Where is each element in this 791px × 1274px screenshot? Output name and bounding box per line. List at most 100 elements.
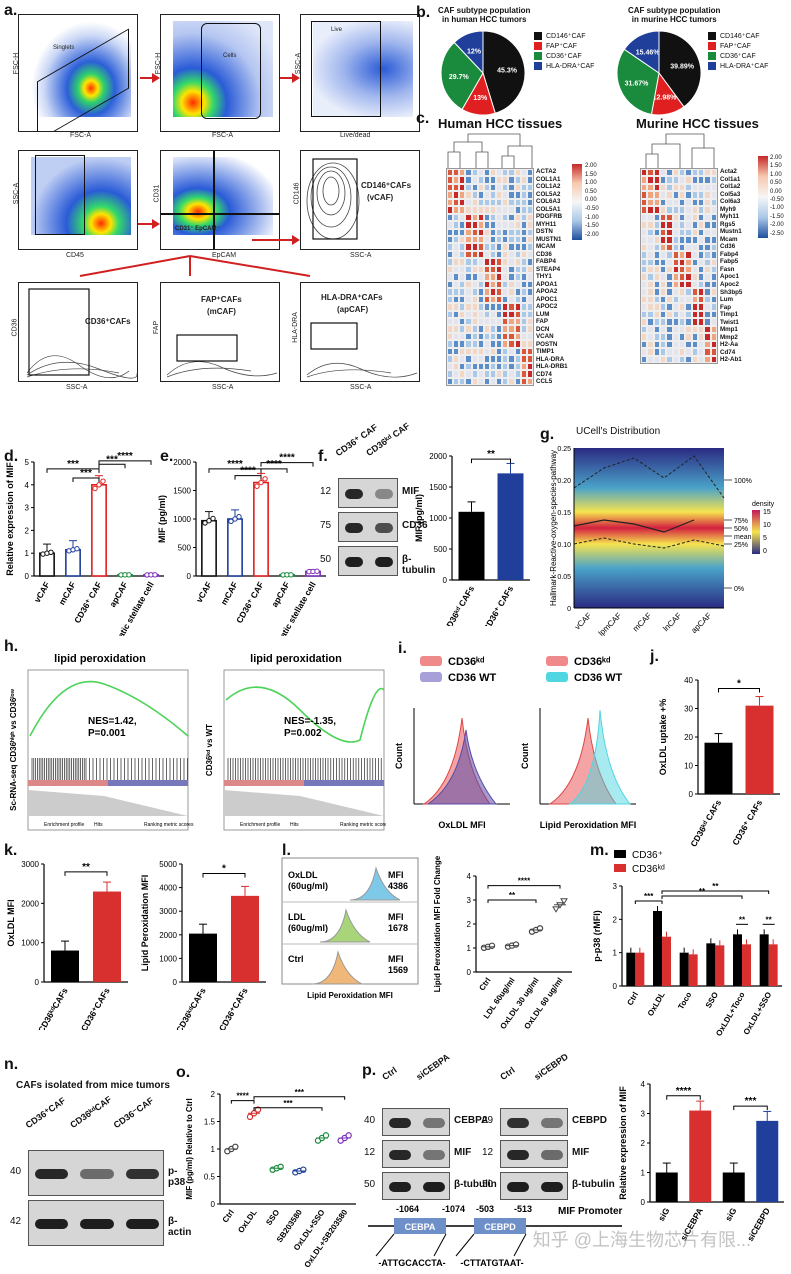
chart-i-histograms: CD36ᵏᵈ CD36 WT OxLDL MFI Count CD36ᵏᵈ CD36 WT…: [394, 656, 636, 830]
mw-label: 75: [320, 520, 332, 531]
heatmap-cell: [465, 176, 472, 184]
heatmap-cell: [526, 340, 533, 348]
heatmap-cell: [679, 221, 686, 229]
heatmap-cell: [496, 198, 503, 207]
heatmap-cell: [647, 213, 654, 222]
n-title: CAFs isolated from mice tumors: [16, 1080, 170, 1091]
significance-label: ****: [227, 459, 243, 470]
heatmap-cell: [679, 280, 686, 289]
scale-tick: 2.00: [770, 155, 782, 161]
y-tick-label: 3: [613, 882, 618, 891]
legend-swatch: [708, 62, 716, 71]
heatmap-cell: [691, 213, 698, 222]
heatmap-gene-label: Cd74: [720, 348, 736, 356]
heatmap-cell: [704, 295, 711, 304]
heatmap-cell: [641, 251, 648, 259]
heatmap-cell: [660, 206, 667, 214]
significance-label: *: [737, 679, 741, 690]
heatmap-cell: [704, 340, 711, 349]
blot-strip: [382, 1108, 450, 1136]
heatmap-cell: [660, 273, 667, 281]
heatmap-cell: [514, 250, 521, 259]
heatmap-cell: [641, 228, 648, 237]
heatmap-gene-label: DCN: [536, 325, 550, 333]
heatmap-cell: [704, 198, 711, 207]
heatmap-cell: [520, 377, 527, 385]
heatmap-cell: [526, 228, 533, 237]
heatmap-cell: [477, 332, 484, 341]
heatmap-cell: [672, 288, 679, 296]
heatmap-cell: [489, 362, 497, 371]
heatmap-cell: [465, 317, 472, 326]
heatmap-cell: [526, 198, 533, 207]
quantile-label: 0%: [734, 586, 744, 593]
panel-label-e: e.: [160, 448, 174, 465]
bar: [189, 933, 217, 982]
heatmap-cell: [496, 317, 503, 326]
heatmap-cell: [453, 355, 460, 363]
heatmap-cell: [483, 332, 490, 341]
heatmap-cell: [691, 191, 698, 199]
heatmap-cell: [508, 317, 515, 326]
band-label: MIF: [572, 1147, 590, 1158]
data-point: [210, 515, 216, 522]
promoter-position: -1064: [396, 1204, 419, 1214]
data-point: [48, 549, 54, 555]
x-tick-label: CD36⁺ CAFs: [730, 798, 764, 847]
heatmap-gene-label: HLA-DRA: [536, 355, 565, 363]
legend-item: HLA-DRA⁺CAF: [534, 62, 594, 72]
x-tick-label: OxLDL: [236, 1208, 258, 1235]
y-tick-label: 1000: [429, 514, 447, 523]
significance-label: **: [82, 862, 90, 873]
heatmap-cell: [526, 303, 533, 311]
heatmap-cell: [514, 206, 521, 214]
heatmap-cell: [679, 303, 686, 311]
heatmap-cell: [459, 340, 466, 348]
x-tick-label: CD36⁺CAFs: [217, 986, 250, 1030]
heatmap-cell: [508, 303, 515, 311]
heatmap-cell: [698, 169, 705, 177]
heatmap-cell: [710, 280, 717, 289]
heatmap-cell: [459, 206, 466, 214]
heatmap-cell: [471, 236, 478, 244]
heatmap-gene-label: DSTN: [536, 228, 553, 236]
gsea-legend: Hits: [94, 822, 103, 828]
heatmap-cell: [660, 198, 667, 207]
heatmap-cell: [526, 347, 533, 356]
row-label: OxLDL: [288, 870, 318, 880]
heatmap-cell: [698, 318, 705, 326]
scale-tick: -1.00: [770, 205, 784, 212]
heatmap-cell: [508, 236, 515, 244]
heatmap-gene-label: LUM: [536, 310, 550, 318]
nes-label: NES=1.42,: [88, 716, 137, 727]
heatmap-cell: [459, 250, 466, 259]
bar: [756, 1120, 779, 1202]
heatmap-cell: [447, 169, 454, 177]
gate-label-fap: FAP⁺CAFs: [201, 295, 242, 304]
legend-label: HLA-DRA⁺CAF: [546, 63, 595, 70]
heatmap-murine-scale: [758, 156, 768, 238]
heatmap-gene-label: Fasn: [720, 265, 735, 273]
heatmap-cell: [653, 198, 660, 207]
band-label: β-tubulin: [402, 554, 436, 576]
heatmap-cell: [520, 303, 527, 311]
heatmap-cell: [508, 288, 515, 296]
heatmap-cell: [520, 310, 527, 318]
heatmap-cell: [465, 280, 472, 289]
heatmap-cell: [453, 332, 460, 341]
heatmap-cell: [691, 325, 698, 334]
quantile-label: 50%: [734, 526, 748, 533]
heatmap-cell: [653, 318, 660, 326]
blot-p: Ctrl siCEBPA CEBPA 40 MIF 12 β-tubulin 50 Ctrl si…: [364, 1051, 624, 1212]
heatmap-cell: [679, 333, 686, 341]
y-tick-label: 500: [434, 545, 448, 554]
y-tick-label: 20: [684, 733, 693, 742]
heatmap-cell: [496, 325, 503, 333]
heatmap-cell: [447, 265, 454, 274]
legend-tick: 5: [763, 535, 767, 542]
heatmap-cell: [647, 176, 654, 184]
heatmap-cell: [647, 273, 654, 281]
flow-plot-cells: Cells: [160, 14, 280, 132]
heatmap-cell: [672, 198, 679, 207]
heatmap-cell: [459, 303, 466, 311]
